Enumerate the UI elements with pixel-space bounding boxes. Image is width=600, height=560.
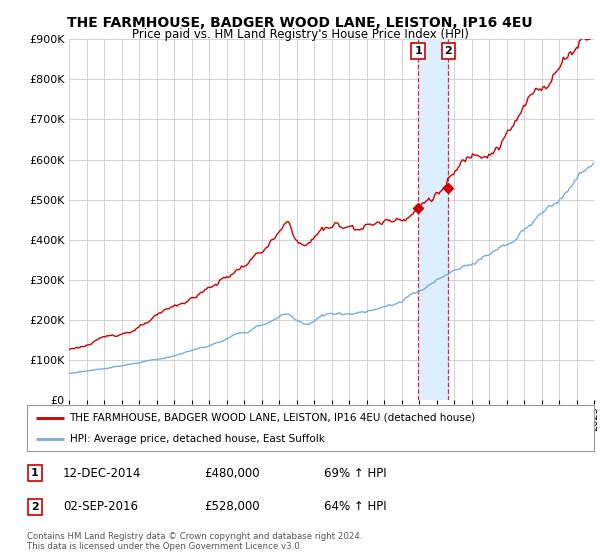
Text: HPI: Average price, detached house, East Suffolk: HPI: Average price, detached house, East…	[70, 435, 325, 444]
Text: 64% ↑ HPI: 64% ↑ HPI	[324, 500, 386, 514]
Text: THE FARMHOUSE, BADGER WOOD LANE, LEISTON, IP16 4EU: THE FARMHOUSE, BADGER WOOD LANE, LEISTON…	[67, 16, 533, 30]
Text: Price paid vs. HM Land Registry's House Price Index (HPI): Price paid vs. HM Land Registry's House …	[131, 28, 469, 41]
Text: £480,000: £480,000	[204, 466, 260, 480]
Text: 1: 1	[31, 468, 38, 478]
Text: 2: 2	[445, 46, 452, 56]
Text: Contains HM Land Registry data © Crown copyright and database right 2024.
This d: Contains HM Land Registry data © Crown c…	[27, 532, 362, 552]
Text: 2: 2	[31, 502, 38, 512]
Text: 69% ↑ HPI: 69% ↑ HPI	[324, 466, 386, 480]
Text: 12-DEC-2014: 12-DEC-2014	[63, 466, 142, 480]
Bar	[418, 39, 448, 400]
Text: 02-SEP-2016: 02-SEP-2016	[63, 500, 138, 514]
Text: £528,000: £528,000	[204, 500, 260, 514]
Text: THE FARMHOUSE, BADGER WOOD LANE, LEISTON, IP16 4EU (detached house): THE FARMHOUSE, BADGER WOOD LANE, LEISTON…	[70, 413, 476, 423]
Text: 1: 1	[414, 46, 422, 56]
